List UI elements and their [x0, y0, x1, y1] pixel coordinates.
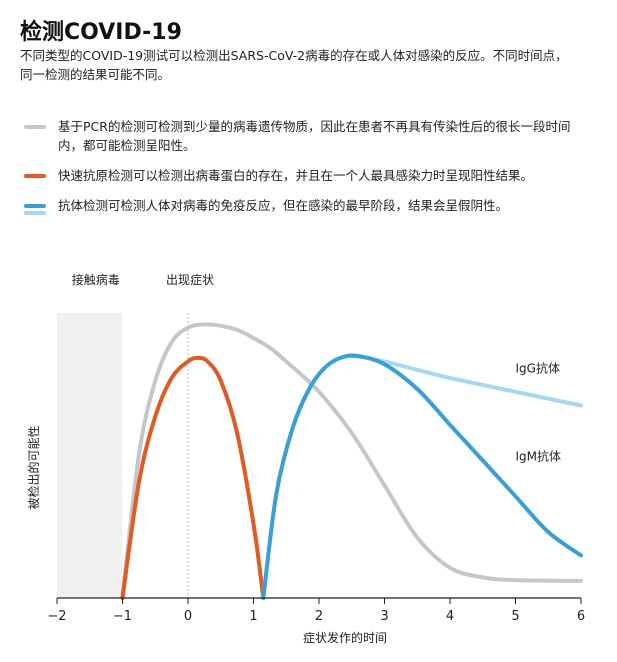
x-tick-label-7: 5 [511, 609, 519, 624]
legend-swatch-antibody-igm [24, 204, 46, 208]
x-tick-label-3: 1 [249, 609, 257, 624]
x-axis-title: 症状发作的时间 [303, 630, 387, 645]
x-tick-label-2: 0 [184, 609, 192, 624]
legend-item-pcr: 基于PCR的检测可检测到少量的病毒遗传物质，因此在患者不再具有传染性后的很长一段… [20, 117, 580, 155]
chart-legend: 基于PCR的检测可检测到少量的病毒遗传物质，因此在患者不再具有传染性后的很长一段… [20, 117, 580, 226]
x-tick-label-1: −1 [113, 609, 132, 624]
series-label-0: IgG抗体 [516, 361, 560, 376]
x-tick-label-4: 2 [315, 609, 323, 624]
pcr-curve [120, 322, 583, 600]
series-label-1: IgM抗体 [516, 449, 562, 464]
legend-swatch-pcr [24, 125, 46, 129]
chart-canvas: 接触病毒 出现症状 IgG抗体 IgM抗体 −2 −1 0 1 2 3 4 5 6 症状发作的时间 被检出的… [26, 272, 585, 645]
y-axis-title: 被检出的可能性 [26, 425, 41, 509]
symptom-onset-label: 出现症状 [166, 272, 214, 287]
legend-swatch-antigen [24, 174, 46, 178]
legend-swatch-antibody-igg [24, 211, 46, 215]
exposure-label: 接触病毒 [72, 272, 120, 287]
legend-item-antigen: 快速抗原检测可以检测出病毒蛋白的存在，并且在一个人最具感染力时呈现阳性结果。 [20, 166, 580, 185]
x-tick-label-6: 4 [446, 609, 454, 624]
legend-label-antigen: 快速抗原检测可以检测出病毒蛋白的存在，并且在一个人最具感染力时呈现阳性结果。 [58, 168, 534, 183]
x-tick-label-5: 3 [380, 609, 388, 624]
antigen-curve [120, 355, 266, 600]
page-subtitle: 不同类型的COVID-19测试可以检测出SARS-CoV-2病毒的存在或人体对感… [20, 48, 568, 82]
x-tick-label-8: 6 [577, 609, 585, 624]
exposure-region [57, 313, 123, 598]
legend-item-antibody: 抗体检测可检测人体对病毒的免疫反应，但在感染的最早阶段，结果会呈假阴性。 [20, 196, 580, 215]
page-title: 检测COVID-19 [20, 20, 182, 45]
x-tick-label-0: −2 [47, 609, 66, 624]
legend-label-antibody: 抗体检测可检测人体对病毒的免疫反应，但在感染的最早阶段，结果会呈假阴性。 [58, 198, 509, 213]
legend-label-pcr: 基于PCR的检测可检测到少量的病毒遗传物质，因此在患者不再具有传染性后的很长一段… [58, 119, 571, 153]
igm-curve [261, 353, 583, 600]
